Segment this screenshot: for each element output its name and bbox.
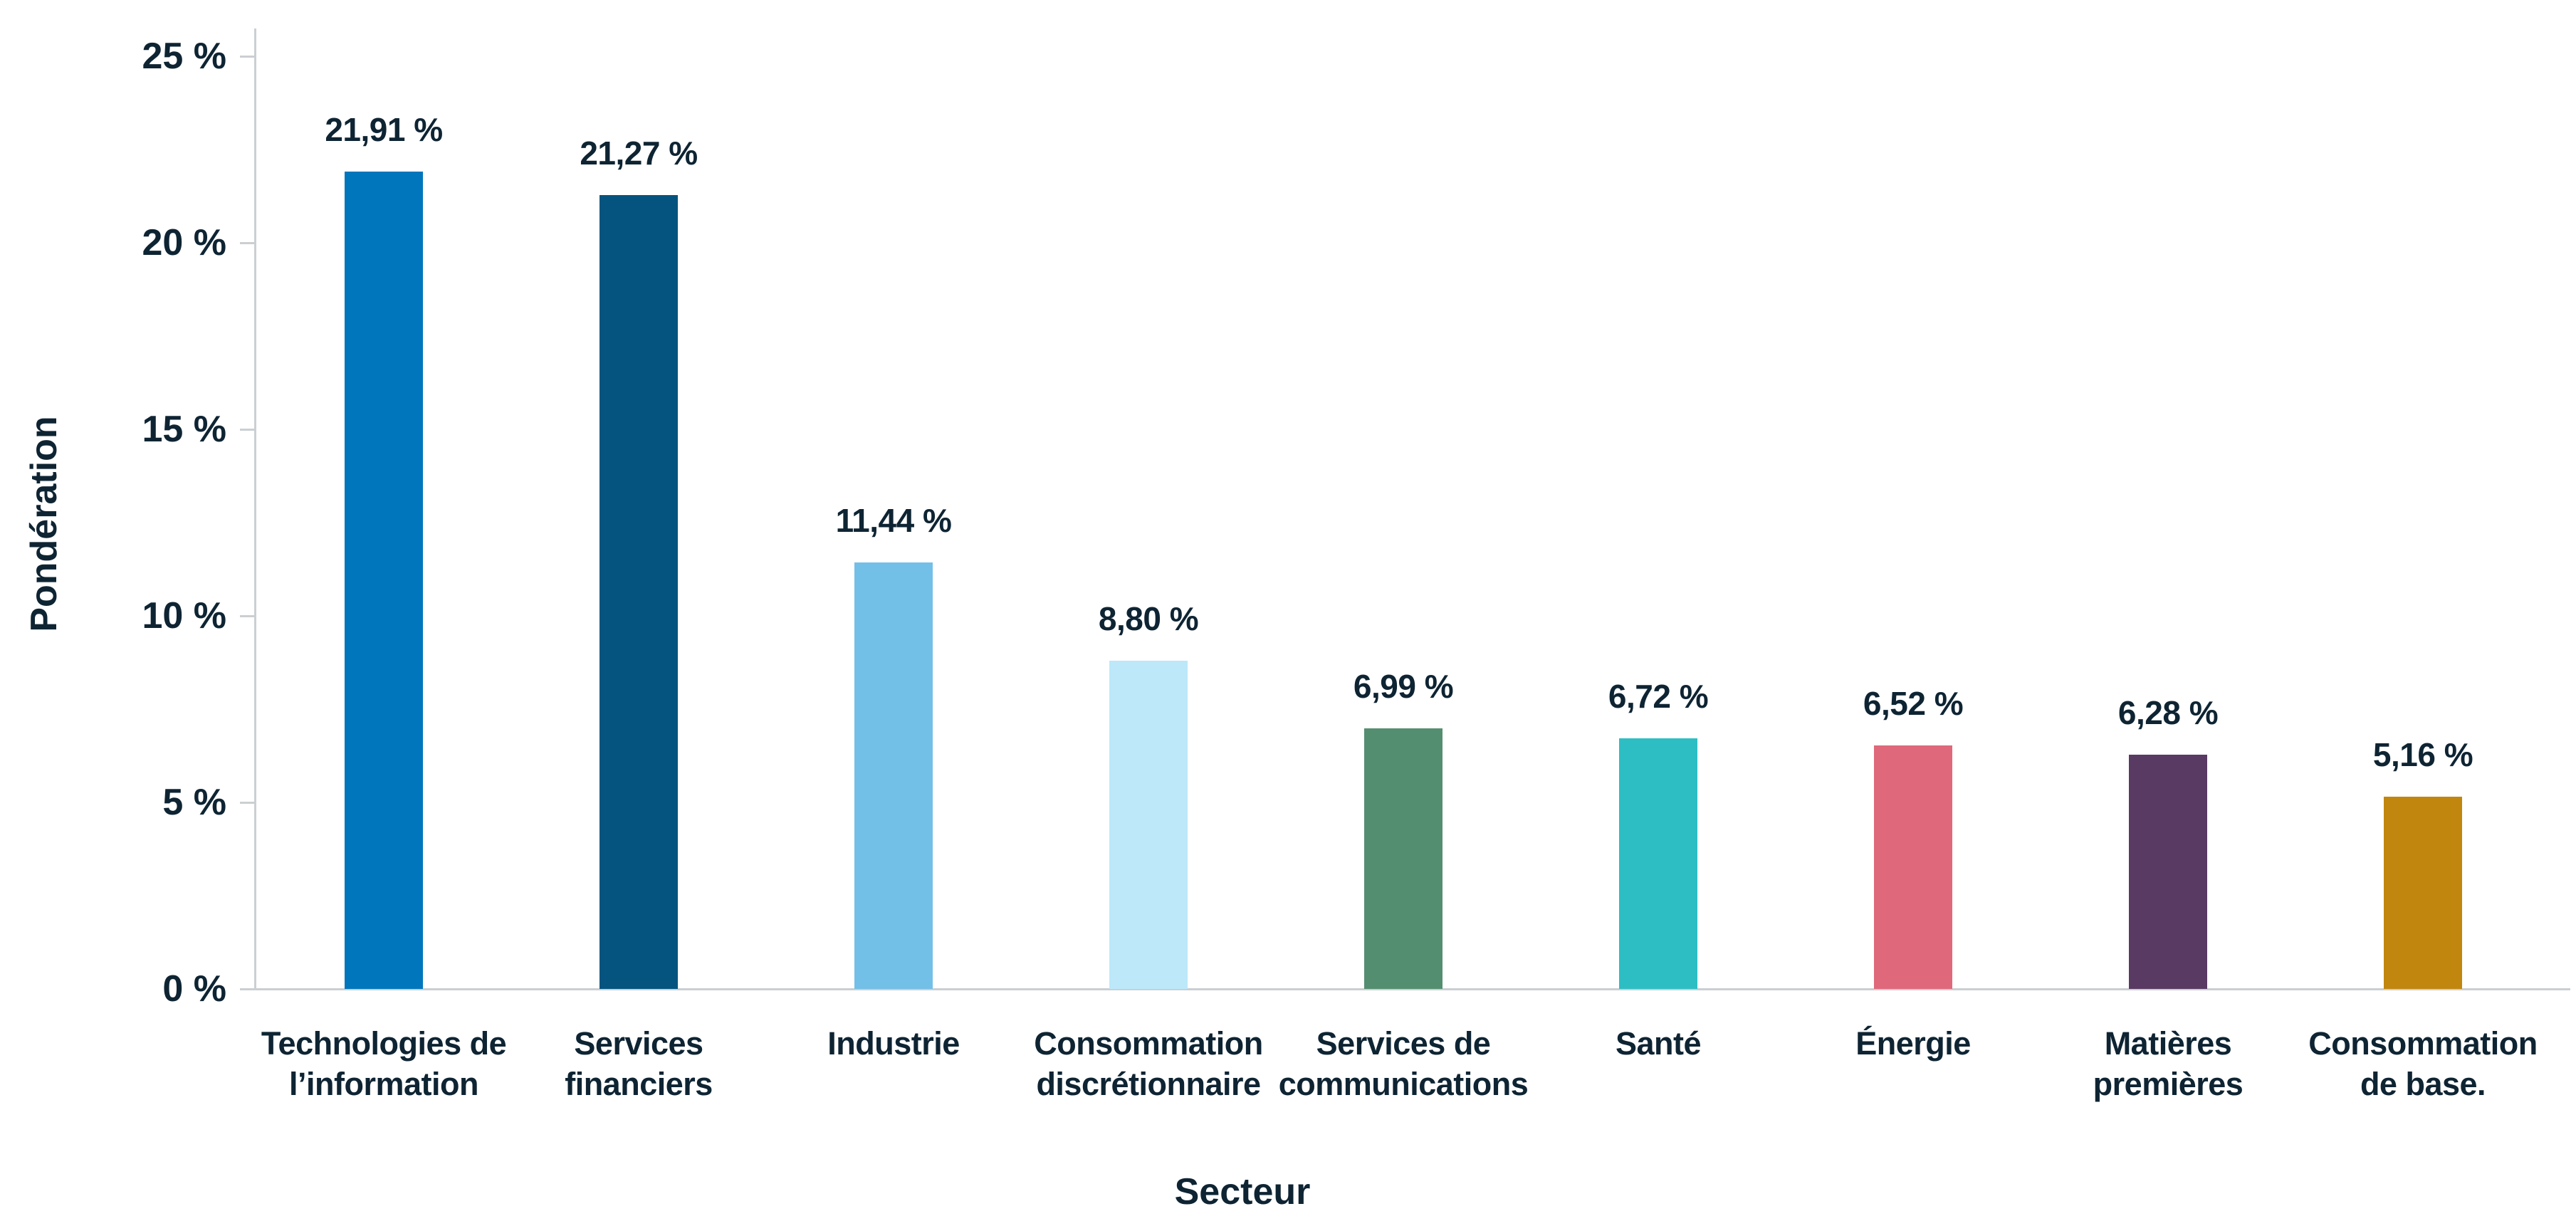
bar-value-label-matieres-premieres: 6,28 %	[2117, 694, 2219, 731]
x-category-label-industrie: Industrie	[827, 1025, 960, 1062]
bar-group-energie: 6,52 %	[1786, 687, 2041, 989]
x-category-label-technologies-information: Technologies de l’information	[261, 1025, 507, 1102]
x-category-label-services-de-communications: Services de communications	[1278, 1025, 1529, 1102]
y-tick-5	[240, 802, 255, 804]
y-tick-label-20: 20 %	[142, 222, 226, 263]
y-axis-line	[254, 28, 256, 989]
y-tick-label-5: 5 %	[162, 782, 226, 823]
bar-group-industrie: 11,44 %	[766, 504, 1021, 989]
bar-group-consommation-de-base: 5,16 %	[2295, 738, 2550, 989]
bar-value-label-technologies-information: 21,91 %	[325, 111, 443, 148]
y-tick-label-0: 0 %	[162, 968, 226, 1010]
bar-group-sante: 6,72 %	[1531, 680, 1786, 989]
bar-sante	[1619, 738, 1697, 989]
bar-group-matieres-premieres: 6,28 %	[2041, 696, 2295, 989]
bar-value-label-services-financiers: 21,27 %	[580, 135, 698, 172]
x-axis-title: Secteur	[1174, 1171, 1311, 1212]
bar-services-de-communications	[1364, 728, 1443, 989]
bar-group-technologies-information: 21,91 %	[256, 113, 511, 989]
bar-value-label-sante: 6,72 %	[1608, 678, 1709, 715]
x-category-label-services-financiers: Services financiers	[565, 1025, 713, 1102]
y-axis-title: Pondération	[23, 416, 65, 632]
bar-services-financiers	[600, 195, 678, 989]
bar-value-label-consommation-discretionnaire: 8,80 %	[1098, 600, 1199, 637]
bar-value-label-energie: 6,52 %	[1863, 685, 1964, 722]
x-category-label-matieres-premieres: Matières premières	[2093, 1025, 2243, 1102]
bar-group-consommation-discretionnaire: 8,80 %	[1021, 602, 1276, 989]
y-tick-label-10: 10 %	[142, 595, 226, 637]
x-axis-baseline	[240, 988, 2570, 990]
bar-technologies-information	[345, 172, 423, 989]
bar-value-label-industrie: 11,44 %	[835, 502, 952, 539]
bar-consommation-de-base	[2384, 797, 2462, 989]
bar-value-label-services-de-communications: 6,99 %	[1353, 668, 1454, 705]
y-tick-25	[240, 56, 255, 58]
bar-group-services-de-communications: 6,99 %	[1276, 670, 1531, 989]
x-category-label-consommation-de-base: Consommation de base.	[2308, 1025, 2538, 1102]
bar-consommation-discretionnaire	[1109, 661, 1188, 989]
bar-energie	[1874, 745, 1952, 989]
y-tick-20	[240, 242, 255, 244]
x-category-label-consommation-discretionnaire: Consommation discrétionnaire	[1034, 1025, 1263, 1102]
y-tick-10	[240, 615, 255, 617]
y-tick-label-15: 15 %	[142, 409, 226, 450]
x-category-label-energie: Énergie	[1855, 1025, 1971, 1062]
bar-industrie	[854, 562, 933, 989]
bar-matieres-premieres	[2129, 755, 2207, 989]
x-category-label-sante: Santé	[1615, 1025, 1702, 1062]
y-tick-15	[240, 429, 255, 431]
bar-group-services-financiers: 21,27 %	[511, 137, 766, 989]
y-tick-label-25: 25 %	[142, 36, 226, 77]
bar-value-label-consommation-de-base: 5,16 %	[2372, 736, 2473, 773]
